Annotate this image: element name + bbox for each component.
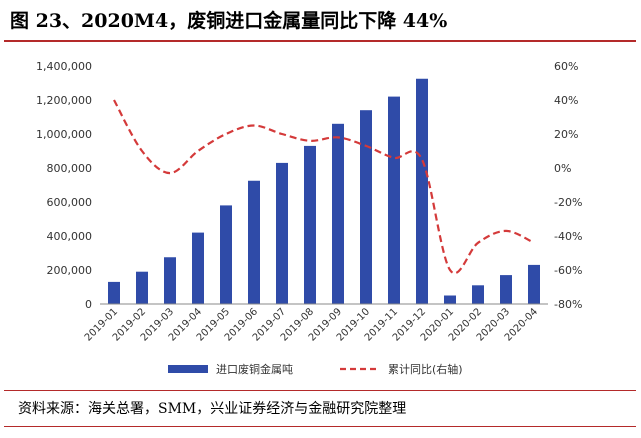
title-divider bbox=[4, 40, 636, 42]
x-axis-labels: 2019-012019-022019-032019-042019-052019-… bbox=[83, 306, 540, 343]
bar bbox=[136, 271, 148, 304]
yoy-line bbox=[113, 99, 535, 275]
legend-bar-label: 进口废铜金属吨 bbox=[216, 362, 293, 376]
bar bbox=[500, 275, 512, 304]
source-note: 资料来源：海关总署，SMM，兴业证券经济与金融研究院整理 bbox=[18, 401, 407, 417]
right-tick-label: -80% bbox=[554, 298, 582, 311]
left-tick-label: 1,200,000 bbox=[36, 94, 92, 107]
bar bbox=[332, 123, 344, 304]
right-tick-label: 20% bbox=[554, 128, 578, 141]
left-tick-label: 200,000 bbox=[47, 264, 93, 277]
left-tick-label: 1,400,000 bbox=[36, 60, 92, 73]
bar bbox=[276, 162, 288, 304]
right-tick-label: -20% bbox=[554, 196, 582, 209]
right-tick-label: -40% bbox=[554, 230, 582, 243]
bar bbox=[220, 205, 232, 304]
bottom-divider bbox=[4, 426, 636, 427]
right-tick-label: -60% bbox=[554, 264, 582, 277]
left-tick-label: 0 bbox=[85, 298, 92, 311]
chart: 0 200,000 400,000 600,000 800,000 1,000,000 1,… bbox=[36, 60, 582, 376]
bar bbox=[164, 257, 176, 304]
page-title: 图 23、2020M4，废铜进口金属量同比下降 44% bbox=[10, 10, 448, 32]
left-tick-label: 600,000 bbox=[47, 196, 93, 209]
left-tick-label: 800,000 bbox=[47, 162, 93, 175]
right-tick-label: 60% bbox=[554, 60, 578, 73]
bar bbox=[360, 110, 372, 304]
bar bbox=[304, 145, 316, 304]
right-tick-label: 0% bbox=[554, 162, 571, 175]
legend-line-label: 累计同比(右轴) bbox=[388, 362, 463, 376]
source-divider bbox=[4, 390, 636, 391]
right-axis-ticks: -80% -60% -40% -20% 0% 20% 40% 60% bbox=[554, 60, 582, 311]
bar bbox=[388, 96, 400, 304]
legend-bar-swatch bbox=[168, 365, 208, 373]
legend: 进口废铜金属吨 累计同比(右轴) bbox=[168, 362, 463, 376]
left-tick-label: 400,000 bbox=[47, 230, 93, 243]
bar bbox=[248, 180, 260, 304]
bar bbox=[444, 295, 456, 304]
right-tick-label: 40% bbox=[554, 94, 578, 107]
bar bbox=[108, 281, 120, 304]
bar-series bbox=[108, 78, 540, 304]
bar bbox=[472, 285, 484, 304]
bar bbox=[192, 232, 204, 304]
left-tick-label: 1,000,000 bbox=[36, 128, 92, 141]
bar bbox=[528, 264, 540, 304]
bar bbox=[416, 78, 428, 304]
left-axis-ticks: 0 200,000 400,000 600,000 800,000 1,000,000 1,… bbox=[36, 60, 92, 311]
